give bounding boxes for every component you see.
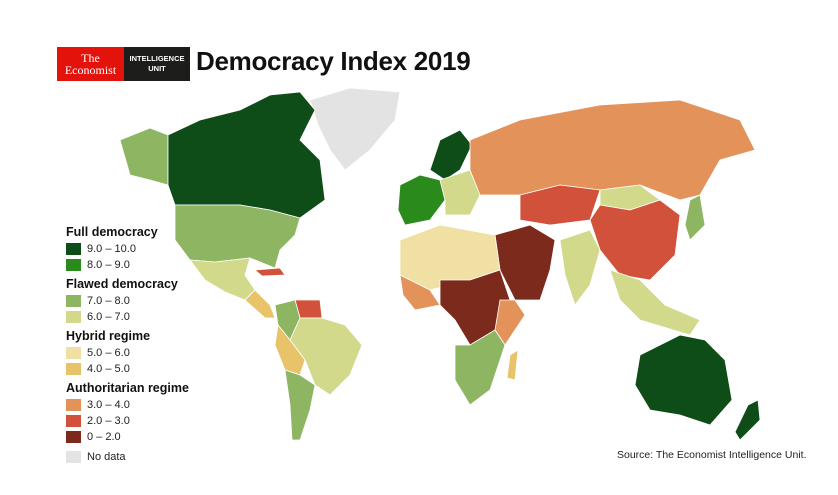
region-canada — [167, 91, 326, 219]
legend-item: 6.0 – 7.0 — [66, 309, 189, 325]
legend-range-label: 0 – 2.0 — [87, 431, 121, 443]
legend-range-label: 3.0 – 4.0 — [87, 399, 130, 411]
legend-group-title: Authoritarian regime — [66, 381, 189, 395]
region-alaska — [119, 127, 169, 186]
region-cuba — [254, 267, 286, 277]
region-east-africa — [494, 299, 526, 346]
legend-range-label: 9.0 – 10.0 — [87, 243, 136, 255]
legend-item: 5.0 – 6.0 — [66, 345, 189, 361]
region-new-zealand — [734, 399, 761, 441]
region-japan-korea — [684, 194, 706, 241]
region-china — [589, 199, 681, 281]
legend-swatch — [66, 347, 81, 359]
legend-group-title: Full democracy — [66, 225, 158, 239]
legend-range-label: 5.0 – 6.0 — [87, 347, 130, 359]
legend-swatch — [66, 399, 81, 411]
legend-item-no-data: No data — [66, 449, 189, 465]
region-west-africa — [399, 274, 441, 311]
region-western-europe — [397, 174, 446, 226]
region-usa — [174, 204, 301, 269]
legend-group-title: Flawed democracy — [66, 277, 178, 291]
legend-swatch — [66, 243, 81, 255]
region-madagascar — [506, 349, 519, 381]
legend-swatch — [66, 451, 81, 463]
legend-group-title: Hybrid regime — [66, 329, 151, 343]
map-legend: Full democracy 9.0 – 10.0 8.0 – 9.0 Flawed … — [66, 221, 189, 465]
legend-swatch — [66, 295, 81, 307]
legend-range-label: 8.0 – 9.0 — [87, 259, 130, 271]
region-central-america — [244, 289, 276, 319]
legend-item: 8.0 – 9.0 — [66, 257, 189, 273]
economist-intelligence-unit-logo: The Economist INTELLIGENCE UNIT — [57, 47, 190, 81]
legend-range-label: 6.0 – 7.0 — [87, 311, 130, 323]
legend-swatch — [66, 259, 81, 271]
region-india — [559, 229, 601, 306]
legend-item: 3.0 – 4.0 — [66, 397, 189, 413]
page-title: Democracy Index 2019 — [196, 46, 471, 76]
source-note: Source: The Economist Intelligence Unit. — [617, 449, 807, 461]
legend-item: 7.0 – 8.0 — [66, 293, 189, 309]
legend-range-label: 7.0 – 8.0 — [87, 295, 130, 307]
legend-range-label: 2.0 – 3.0 — [87, 415, 130, 427]
legend-range-label: 4.0 – 5.0 — [87, 363, 130, 375]
legend-swatch — [66, 431, 81, 443]
region-middle-east — [494, 224, 556, 301]
legend-item: 0 – 2.0 — [66, 429, 189, 445]
legend-item: 9.0 – 10.0 — [66, 241, 189, 257]
legend-item: 2.0 – 3.0 — [66, 413, 189, 429]
region-greenland — [309, 87, 401, 171]
region-mexico — [189, 257, 256, 301]
region-southern-africa — [454, 329, 506, 406]
legend-swatch — [66, 415, 81, 427]
region-russia — [469, 99, 756, 201]
region-argentina — [284, 369, 316, 441]
region-australia — [634, 334, 733, 426]
legend-item: 4.0 – 5.0 — [66, 361, 189, 377]
legend-range-label: No data — [87, 451, 126, 463]
legend-swatch — [66, 311, 81, 323]
legend-swatch — [66, 363, 81, 375]
region-southeast-asia — [609, 269, 701, 336]
